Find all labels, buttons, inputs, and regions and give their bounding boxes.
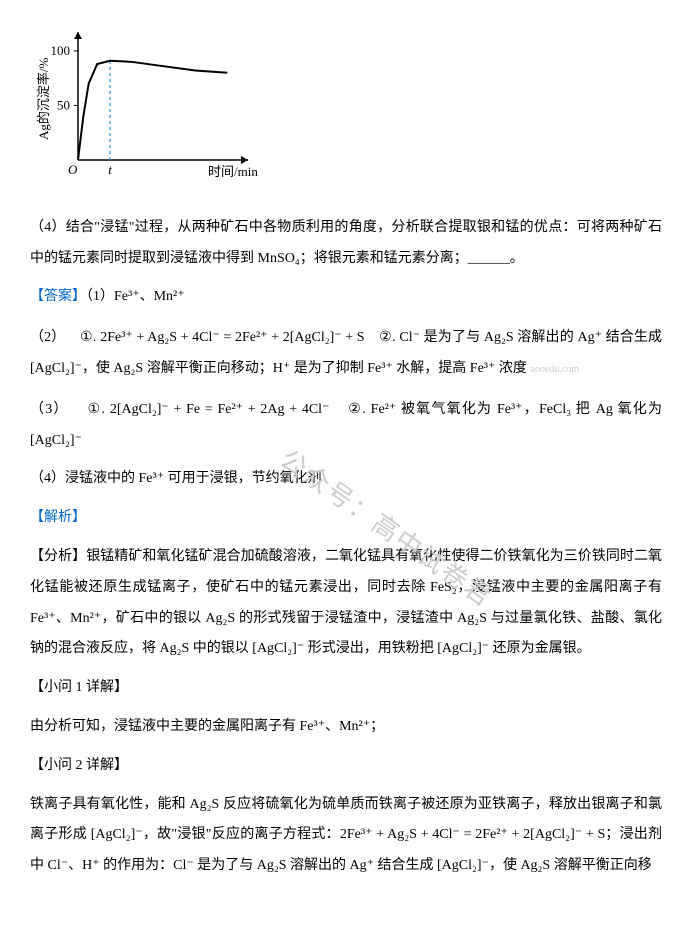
ans3-circ2: ②. [348, 400, 366, 416]
ans2-eq1: 2Fe³⁺ + Ag₂S + 4Cl⁻ = 2Fe²⁺ + 2[AgCl₂]⁻ … [100, 330, 364, 345]
answer-2: （2） ①. 2Fe³⁺ + Ag₂S + 4Cl⁻ = 2Fe²⁺ + 2[A… [30, 321, 662, 385]
subq2-body: 铁离子具有氧化性，能和 Ag₂S 反应将硫氧化为硫单质而铁离子被还原为亚铁离子，… [30, 790, 662, 882]
subq1-label: 【小问 1 详解】 [30, 673, 662, 704]
jiexi-label: 【解析】 [30, 503, 662, 534]
precipitation-chart: 50 100 Ot 时间/min Ag的沉淀率/% [30, 20, 662, 203]
svg-text:t: t [108, 162, 112, 177]
fenxi-label: 【分析】 [30, 549, 86, 564]
svg-text:时间/min: 时间/min [208, 164, 258, 179]
ans2-num: （2） [30, 330, 65, 345]
svg-text:100: 100 [51, 43, 71, 58]
answer-block-1: 【答案】（1）Fe³⁺、Mn²⁺ [30, 282, 662, 313]
answer-label: 【答案】 [30, 289, 86, 304]
svg-text:O: O [68, 162, 78, 177]
answer-1: （1）Fe³⁺、Mn²⁺ [86, 289, 185, 304]
subq2-label: 【小问 2 详解】 [30, 751, 662, 782]
ans3-eq1: 2[AgCl₂]⁻ + Fe = Fe²⁺ + 2Ag + 4Cl⁻ [110, 402, 330, 417]
fenxi-body: 银锰精矿和氧化锰矿混合加硫酸溶液，二氧化锰具有氧化性使得二价铁氧化为三价铁同时二… [30, 549, 662, 656]
ans2-circ1: ①. [80, 328, 97, 344]
answer-3: （3） ①. 2[AgCl₂]⁻ + Fe = Fe²⁺ + 2Ag + 4Cl… [30, 393, 662, 457]
answer-4: （4）浸锰液中的 Fe³⁺ 可用于浸银，节约氧化剂 [30, 464, 662, 495]
analysis: 【分析】银锰精矿和氧化锰矿混合加硫酸溶液，二氧化锰具有氧化性使得二价铁氧化为三价… [30, 542, 662, 665]
ans3-circ1: ①. [88, 400, 106, 416]
ans3-num: （3） [30, 402, 69, 417]
svg-text:Ag的沉淀率/%: Ag的沉淀率/% [36, 57, 51, 140]
question-4: （4）结合"浸锰"过程，从两种矿石中各物质利用的角度，分析联合提取银和锰的优点：… [30, 213, 662, 275]
svg-text:50: 50 [57, 97, 70, 112]
subq1-body: 由分析可知，浸锰液中主要的金属阳离子有 Fe³⁺、Mn²⁺； [30, 712, 662, 743]
ans2-circ2: ②. [379, 328, 396, 344]
small-watermark: aooedu.com [530, 364, 579, 375]
